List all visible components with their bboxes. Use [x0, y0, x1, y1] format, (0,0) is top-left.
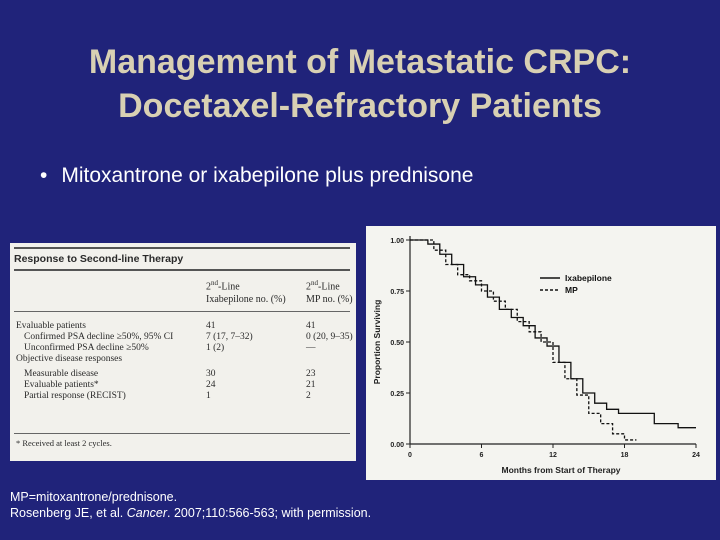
- row-label: Unconfirmed PSA decline ≥50%: [24, 343, 149, 353]
- x-tick-label: 24: [692, 452, 700, 459]
- row-mp: 2: [306, 391, 311, 401]
- row-mp: 0 (20, 9–35): [306, 332, 353, 342]
- col2-line2: MP no. (%): [306, 294, 353, 306]
- y-tick-label: 0.50: [390, 340, 404, 347]
- row-ixa: 30: [206, 369, 216, 379]
- series-line-mp: [410, 239, 637, 441]
- col2-line1a: 2: [306, 281, 311, 293]
- citation-line-2: Rosenberg JE, et al. Cancer. 2007;110:56…: [10, 505, 371, 521]
- row-ixa: 1: [206, 391, 211, 401]
- bullet-text: Mitoxantrone or ixabepilone plus prednis…: [61, 164, 474, 187]
- column-header-mp: 2nd-Line MP no. (%): [306, 277, 353, 306]
- x-tick-label: 6: [480, 452, 484, 459]
- row-mp: —: [306, 343, 316, 353]
- col1-line1a: 2: [206, 281, 211, 293]
- y-tick-label: 0.75: [390, 289, 404, 296]
- citation-pre: Rosenberg JE, et al.: [10, 506, 127, 520]
- row-mp: 23: [306, 369, 316, 379]
- table-row: Objective disease responses: [14, 354, 350, 365]
- survival-chart: 0.00 0.25 0.50 0.75 1.00 0 6 12 18 24 Months from …: [366, 226, 716, 480]
- x-tick-label: 0: [408, 452, 412, 459]
- bullet-item: • Mitoxantrone or ixabepilone plus predni…: [40, 164, 473, 188]
- series-line-ixabepilone: [410, 239, 696, 429]
- column-header-ixabepilone: 2nd-Line Ixabepilone no. (%): [206, 277, 286, 306]
- col2-line1b: -Line: [318, 281, 340, 293]
- row-ixa: 41: [206, 321, 216, 331]
- table-row: Confirmed PSA decline ≥50%, 95% CI 7 (17…: [14, 332, 353, 343]
- citation: MP=mitoxantrone/prednisone. Rosenberg JE…: [10, 489, 371, 521]
- y-axis-label: Proportion Surviving: [372, 300, 382, 385]
- title-line-2: Docetaxel-Refractory Patients: [118, 87, 602, 125]
- col2-sup: nd: [311, 279, 318, 287]
- row-ixa: 7 (17, 7–32): [206, 332, 253, 342]
- row-ixa: 1 (2): [206, 343, 225, 353]
- y-tick-label: 0.00: [390, 442, 404, 449]
- col1-line1b: -Line: [218, 281, 240, 293]
- row-label: Confirmed PSA decline ≥50%, 95% CI: [24, 332, 174, 342]
- table-title: Response to Second-line Therapy: [14, 247, 350, 271]
- x-axis-label: Months from Start of Therapy: [501, 465, 620, 475]
- survival-chart-svg: 0.00 0.25 0.50 0.75 1.00 0 6 12 18 24 Months from …: [372, 236, 700, 475]
- legend-label: Ixabepilone: [565, 273, 612, 283]
- slide-title: Management of Metastatic CRPC: Docetaxel…: [0, 40, 720, 128]
- x-tick-label: 12: [549, 452, 557, 459]
- row-label: Measurable disease: [24, 369, 99, 379]
- y-tick-label: 0.25: [390, 391, 404, 398]
- citation-line-1: MP=mitoxantrone/prednisone.: [10, 490, 178, 504]
- col1-line2: Ixabepilone no. (%): [206, 294, 286, 306]
- table-row: Evaluable patients* 24 21: [14, 380, 350, 391]
- bullet-dot-icon: •: [40, 164, 48, 187]
- row-label: Evaluable patients*: [24, 380, 99, 390]
- col1-sup: nd: [211, 279, 218, 287]
- table-row: Partial response (RECIST) 1 2: [14, 391, 350, 402]
- row-mp: 21: [306, 380, 316, 390]
- row-label: Evaluable patients: [16, 321, 86, 331]
- table-rule: [14, 311, 350, 312]
- citation-journal: Cancer: [126, 506, 168, 520]
- response-table: Response to Second-line Therapy 2nd-Line…: [10, 243, 356, 461]
- row-label: Objective disease responses: [16, 354, 123, 364]
- citation-post: . 2007;110:566-563; with permission.: [167, 506, 372, 520]
- row-ixa: 24: [206, 380, 216, 390]
- row-mp: 41: [306, 321, 316, 331]
- legend-label: MP: [565, 285, 578, 295]
- x-tick-label: 18: [621, 452, 629, 459]
- title-line-1: Management of Metastatic CRPC:: [88, 43, 632, 81]
- table-row: Measurable disease 30 23: [14, 369, 350, 380]
- row-label: Partial response (RECIST): [24, 391, 126, 401]
- table-footnote: * Received at least 2 cycles.: [16, 438, 112, 448]
- table-rule: [14, 433, 350, 434]
- table-row: Evaluable patients 41 41: [14, 321, 350, 332]
- table-row: Unconfirmed PSA decline ≥50% 1 (2) —: [14, 343, 350, 354]
- y-tick-label: 1.00: [390, 238, 404, 245]
